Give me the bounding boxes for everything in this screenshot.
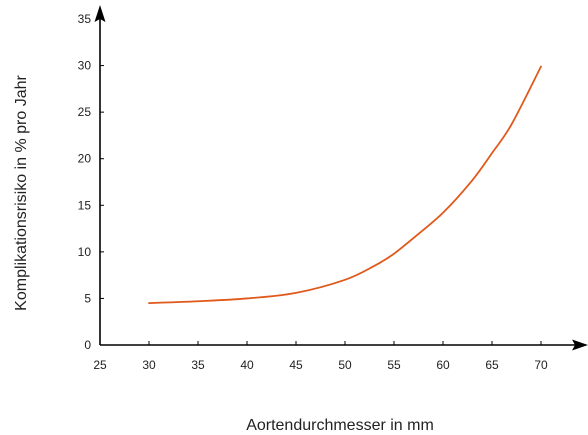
y-tick-label: 5 — [84, 291, 91, 305]
x-tick-label: 30 — [142, 358, 156, 372]
y-tick-label: 25 — [78, 105, 92, 119]
x-tick-label: 70 — [534, 358, 548, 372]
x-tick-label: 45 — [289, 358, 303, 372]
x-tick-label: 35 — [191, 358, 205, 372]
x-tick-label: 60 — [436, 358, 450, 372]
y-tick-label: 10 — [78, 245, 92, 259]
series-layer — [148, 65, 542, 304]
y-tick-label: 30 — [78, 59, 92, 73]
y-ticks: 0 5 10 15 20 25 30 35 — [78, 12, 104, 352]
y-tick-label: 35 — [78, 12, 92, 26]
y-axis-title: Komplikationsrisiko in % pro Jahr — [13, 75, 30, 311]
x-tick-label: 55 — [387, 358, 401, 372]
axes — [94, 5, 588, 351]
y-tick-label: 15 — [78, 198, 92, 212]
y-tick-label: 0 — [84, 338, 91, 352]
x-axis-title: Aortendurchmesser in mm — [246, 417, 434, 434]
x-tick-label: 25 — [93, 358, 107, 372]
series-line-0 — [148, 65, 542, 304]
x-ticks: 25 30 35 40 45 50 55 60 65 70 — [93, 341, 548, 372]
y-axis-arrow — [94, 5, 106, 22]
x-tick-label: 50 — [338, 358, 352, 372]
x-tick-label: 65 — [485, 358, 499, 372]
y-tick-label: 20 — [78, 152, 92, 166]
x-axis-arrow — [572, 339, 588, 351]
x-tick-label: 40 — [240, 358, 254, 372]
